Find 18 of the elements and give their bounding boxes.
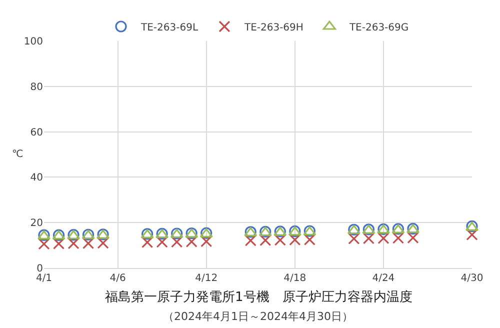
- text: 福島第一原子力発電所1号機 原子炉圧力容器内温度: [105, 289, 412, 305]
- x-tick-label: 4/18: [284, 273, 306, 284]
- y-tick-label: 80: [30, 82, 43, 93]
- y-tick-label: 20: [30, 218, 43, 230]
- y-tick-label: 60: [30, 127, 43, 138]
- x-tick-label: 4/1: [36, 273, 52, 284]
- x-tick-label: 4/6: [110, 273, 126, 284]
- x-tick-label: 4/24: [372, 273, 395, 284]
- x-tick-label: 4/12: [195, 273, 218, 284]
- y-tick-label: 0: [36, 264, 43, 274]
- legend-label: TE-263-69L: [140, 22, 198, 34]
- y-tick-label: 40: [30, 172, 43, 184]
- legend-label: TE-263-69H: [243, 22, 304, 34]
- y-axis-title: ℃: [12, 149, 24, 160]
- legend-label: TE-263-69G: [348, 22, 409, 34]
- x-tick-label: 4/30: [460, 273, 484, 284]
- y-tick-label: 100: [24, 36, 43, 48]
- text: （2024年4月1日～2024年4月30日）: [163, 310, 353, 323]
